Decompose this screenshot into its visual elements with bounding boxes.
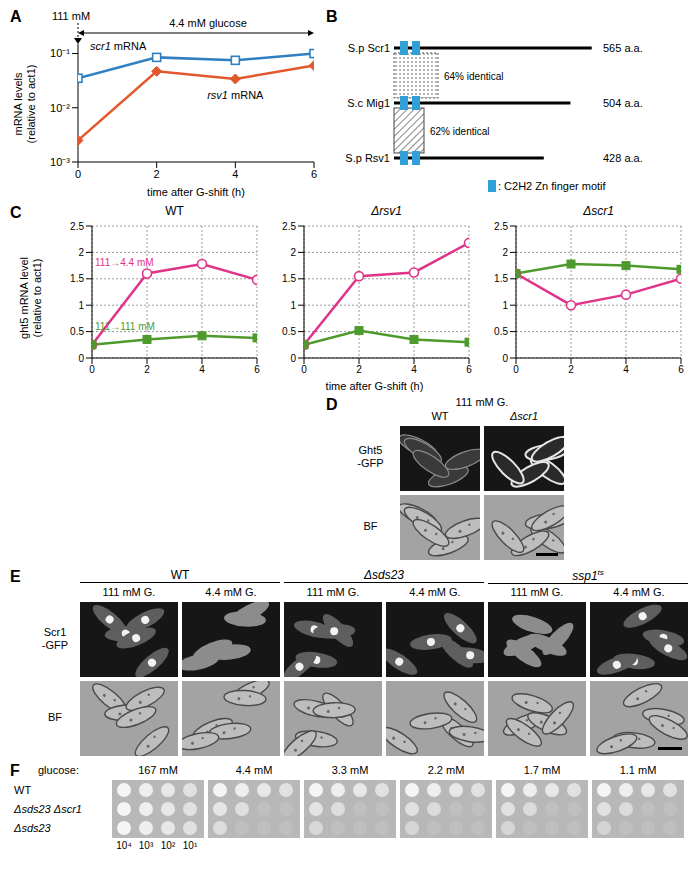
html-text:111 mM G.: 111 mM G. <box>306 586 360 598</box>
html-text:A: A <box>10 8 22 25</box>
html-text:WT: WT <box>14 784 32 796</box>
svg-text:1.5: 1.5 <box>494 273 508 284</box>
html-text:10⁴: 10⁴ <box>116 840 132 851</box>
svg-text:504 a.a.: 504 a.a. <box>603 97 643 109</box>
html-text:D: D <box>326 396 338 413</box>
svg-text:10⁻¹: 10⁻¹ <box>50 47 70 59</box>
html-text:C: C <box>10 204 22 221</box>
svg-text:2: 2 <box>502 247 508 258</box>
svg-text:1.5: 1.5 <box>70 273 84 284</box>
html-text:BF: BF <box>48 711 62 723</box>
svg-text:2: 2 <box>356 364 362 375</box>
svg-text:6: 6 <box>311 168 317 180</box>
svg-text:1: 1 <box>78 300 84 311</box>
html-text:-GFP: -GFP <box>357 457 384 469</box>
svg-text:2.5: 2.5 <box>282 221 296 232</box>
html-text:4.4 mM: 4.4 mM <box>235 764 273 776</box>
svg-text:0: 0 <box>78 353 84 364</box>
svg-text:time after G-shift (h): time after G-shift (h) <box>147 186 245 198</box>
html-text:WT: WT <box>431 410 449 422</box>
svg-text:0: 0 <box>75 168 81 180</box>
svg-text:rsv1 mRNA: rsv1 mRNA <box>207 89 264 101</box>
svg-text:ght5 mRNA level(relative to ac: ght5 mRNA level(relative to act1) <box>18 257 43 339</box>
svg-text:64% identical: 64% identical <box>444 71 503 82</box>
html-text:111 mM G.: 111 mM G. <box>102 586 156 598</box>
svg-text:1: 1 <box>290 300 296 311</box>
svg-text:: C2H2 Zn finger motif: : C2H2 Zn finger motif <box>498 180 607 192</box>
html-text:4.4 mM G.: 4.4 mM G. <box>409 586 461 598</box>
svg-text:62% identical: 62% identical <box>430 126 489 137</box>
html-text:Δsds23 Δscr1: Δsds23 Δscr1 <box>14 803 82 815</box>
svg-text:10⁻²: 10⁻² <box>50 102 70 114</box>
svg-text:S.c Mig1: S.c Mig1 <box>347 97 390 109</box>
svg-text:4: 4 <box>199 364 205 375</box>
html-text:ssp1ts: ssp1ts <box>572 568 604 583</box>
html-text:Δrsv1: Δrsv1 <box>371 204 402 218</box>
svg-text:4: 4 <box>623 364 629 375</box>
svg-text:4.4 mM glucose: 4.4 mM glucose <box>169 17 247 29</box>
html-text:Δsds23: Δsds23 <box>14 822 51 834</box>
html-text:10³: 10³ <box>138 840 154 851</box>
html-text:B: B <box>326 8 338 25</box>
html-text:Δscr1: Δscr1 <box>509 410 539 422</box>
svg-text:111→4.4 mM: 111→4.4 mM <box>95 257 154 268</box>
svg-text:S.p Scr1: S.p Scr1 <box>348 42 390 54</box>
svg-text:2: 2 <box>144 364 150 375</box>
svg-text:mRNA levels(relative to act1): mRNA levels(relative to act1) <box>12 65 37 144</box>
svg-text:428 a.a.: 428 a.a. <box>603 152 643 164</box>
html-text:E: E <box>10 568 21 585</box>
html-text:Ght5: Ght5 <box>358 444 383 456</box>
svg-text:6: 6 <box>678 364 684 375</box>
html-text:3.3 mM: 3.3 mM <box>331 764 369 776</box>
svg-text:0.5: 0.5 <box>70 326 84 337</box>
svg-text:1: 1 <box>502 300 508 311</box>
svg-text:2: 2 <box>290 247 296 258</box>
html-text:Δscr1: Δscr1 <box>583 204 614 218</box>
svg-text:10⁻³: 10⁻³ <box>50 156 70 168</box>
html-text:1.1 mM: 1.1 mM <box>619 764 657 776</box>
html-text:111 mM G.: 111 mM G. <box>455 396 509 408</box>
svg-text:0: 0 <box>301 364 307 375</box>
svg-text:0.5: 0.5 <box>282 326 296 337</box>
html-text:4.4 mM G.: 4.4 mM G. <box>613 586 665 598</box>
svg-text:2: 2 <box>568 364 574 375</box>
svg-text:1.5: 1.5 <box>282 273 296 284</box>
svg-text:6: 6 <box>254 364 260 375</box>
svg-text:111 mM: 111 mM <box>52 10 90 22</box>
html-text:167 mM: 167 mM <box>138 764 178 776</box>
html-text:glucose:: glucose: <box>38 764 79 776</box>
svg-text:0: 0 <box>502 353 508 364</box>
svg-text:4: 4 <box>411 364 417 375</box>
svg-text:0: 0 <box>89 364 95 375</box>
html-text:Δsds23: Δsds23 <box>364 568 404 582</box>
html-text:4.4 mM G.: 4.4 mM G. <box>205 586 257 598</box>
html-text:10²: 10² <box>160 840 176 851</box>
html-text:Scr1: Scr1 <box>43 626 67 638</box>
svg-text:565 a.a.: 565 a.a. <box>603 42 643 54</box>
svg-text:2: 2 <box>78 247 84 258</box>
svg-text:2: 2 <box>154 168 160 180</box>
html-text:1.7 mM: 1.7 mM <box>523 764 561 776</box>
html-text:111 mM G.: 111 mM G. <box>510 586 564 598</box>
html-text:F: F <box>10 762 20 779</box>
svg-text:111→111 mM: 111→111 mM <box>95 321 155 332</box>
svg-text:S.p Rsv1: S.p Rsv1 <box>345 152 390 164</box>
svg-text:0.5: 0.5 <box>494 326 508 337</box>
html-text:WT: WT <box>165 204 184 218</box>
html-text:10¹: 10¹ <box>182 840 198 851</box>
svg-text:2.5: 2.5 <box>70 221 84 232</box>
svg-text:0: 0 <box>290 353 296 364</box>
html-text:2.2 mM: 2.2 mM <box>427 764 465 776</box>
html-text:time after G-shift (h): time after G-shift (h) <box>325 380 424 392</box>
html-text:WT: WT <box>170 568 190 582</box>
svg-text:4: 4 <box>232 168 238 180</box>
svg-text:2.5: 2.5 <box>494 221 508 232</box>
svg-text:scr1 mRNA: scr1 mRNA <box>90 40 147 52</box>
html-text:-GFP: -GFP <box>41 639 69 651</box>
svg-text:6: 6 <box>466 364 472 375</box>
html-text:BF: BF <box>363 520 378 532</box>
svg-text:0: 0 <box>513 364 519 375</box>
